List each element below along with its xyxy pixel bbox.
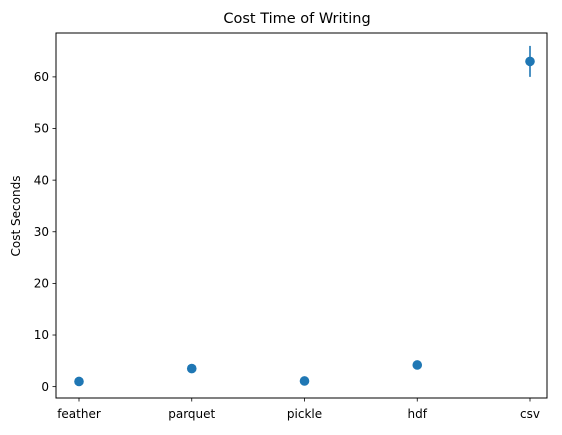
y-axis: 0 10 20 30 40 50 60 xyxy=(34,70,56,394)
y-tick-label: 10 xyxy=(34,328,49,342)
data-point-pickle xyxy=(299,376,310,386)
data-points xyxy=(74,56,535,387)
x-tick-label-pickle: pickle xyxy=(287,407,322,421)
error-bars xyxy=(78,45,531,384)
y-tick-label: 20 xyxy=(34,277,49,291)
data-point-parquet xyxy=(186,363,197,374)
data-point-hdf xyxy=(412,360,423,370)
y-tick-label: 50 xyxy=(34,122,49,136)
chart-title: Cost Time of Writing xyxy=(223,11,370,27)
plot-frame xyxy=(55,32,548,399)
data-point-csv xyxy=(525,56,535,67)
y-axis-label: Cost Seconds xyxy=(9,176,23,257)
y-tick-label: 30 xyxy=(34,225,49,239)
x-tick-label-feather: feather xyxy=(57,407,101,421)
x-axis: feather parquet pickle hdf csv xyxy=(57,398,540,421)
data-point-feather xyxy=(74,376,84,387)
x-tick-label-parquet: parquet xyxy=(168,407,215,421)
x-tick-label-hdf: hdf xyxy=(408,407,428,421)
y-tick-label: 60 xyxy=(34,70,49,84)
x-tick-label-csv: csv xyxy=(520,407,540,421)
y-tick-label: 40 xyxy=(34,173,49,187)
y-tick-label: 0 xyxy=(41,380,49,394)
